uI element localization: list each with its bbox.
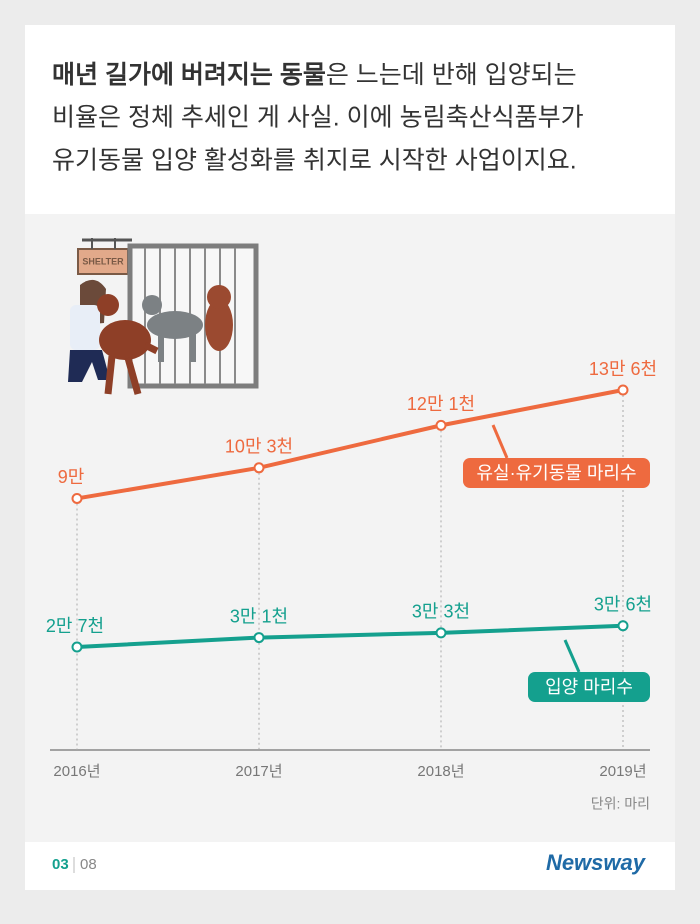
value-label: 13만 6천 [589, 359, 657, 379]
point [435, 419, 447, 431]
legend-label: 입양 마리수 [545, 677, 633, 697]
point [435, 627, 447, 639]
value-label: 9만 [58, 467, 85, 487]
series-line [76, 388, 624, 501]
value-label: 12만 1천 [407, 394, 475, 414]
headline-rest: 은 느는데 반해 입양되는 [326, 61, 577, 89]
point [71, 641, 83, 653]
point [253, 632, 265, 644]
headline-bold: 매년 길가에 버려지는 동물 [52, 61, 326, 89]
x-tick-label: 2019년 [599, 763, 646, 780]
value-label: 3만 1천 [230, 606, 288, 626]
page-total: 08 [80, 856, 97, 873]
x-tick-label: 2016년 [53, 763, 100, 780]
value-label: 3만 6천 [594, 595, 652, 615]
x-tick-label: 2018년 [417, 763, 464, 780]
legend-box [463, 458, 650, 488]
sign-text: SHELTER [82, 256, 124, 266]
headline-line: 매년 길가에 버려지는 동물은 느는데 반해 입양되는 [52, 61, 577, 89]
series-line [76, 623, 624, 649]
point [617, 620, 629, 632]
x-tick-label: 2017년 [235, 763, 282, 780]
brand: Newsway [546, 850, 647, 875]
legend-connector [563, 639, 581, 673]
point [617, 384, 629, 396]
page-current: 03 [52, 856, 69, 873]
headline-line: 비율은 정체 추세인 게 사실. 이에 농림축산식품부가 [52, 104, 584, 132]
point [71, 492, 83, 504]
headline-line: 유기동물 입양 활성화를 취지로 시작한 사업이지요. [52, 147, 577, 175]
illustration: SHELTER [68, 238, 259, 395]
unit-note: 단위: 마리 [591, 796, 650, 812]
value-label: 10만 3천 [225, 437, 293, 457]
value-label: 2만 7천 [46, 616, 104, 636]
legend-box [528, 672, 650, 702]
value-label: 3만 3천 [412, 602, 470, 622]
chart-bg [25, 214, 675, 842]
legend-label: 유실·유기동물 마리수 [476, 463, 636, 483]
legend-connector [491, 424, 509, 459]
point [253, 462, 265, 474]
